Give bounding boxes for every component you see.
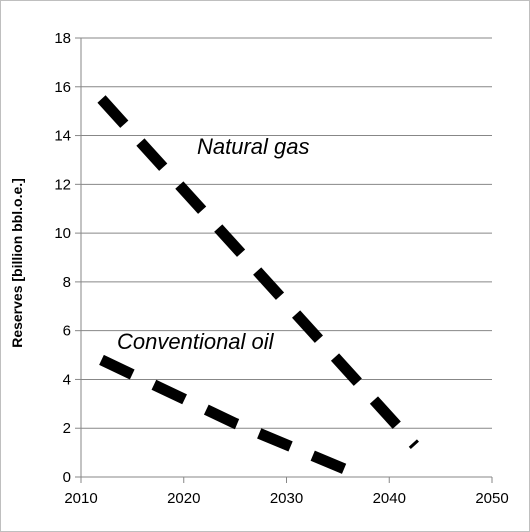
y-axis-label: Reserves [billion bbl.o.e.] xyxy=(9,178,25,348)
y-tick-label-0: 0 xyxy=(63,469,71,486)
y-tick-label-16: 16 xyxy=(54,79,71,96)
x-tick-label-2050: 2050 xyxy=(475,490,508,507)
x-tick-label-2040: 2040 xyxy=(373,490,406,507)
series-label-natural-gas: Natural gas xyxy=(197,134,310,159)
y-tick-label-12: 12 xyxy=(54,176,71,193)
series-lines xyxy=(97,95,419,483)
y-tick-label-2: 2 xyxy=(63,420,71,437)
x-tick-label-2020: 2020 xyxy=(167,490,200,507)
y-tick-label-18: 18 xyxy=(54,30,71,47)
x-tick-label-2030: 2030 xyxy=(270,490,303,507)
series-labels: Natural gas Conventional oil xyxy=(117,134,310,354)
y-tick-label-6: 6 xyxy=(63,323,71,340)
y-tick-label-14: 14 xyxy=(54,128,71,145)
series-line-conventional-oil xyxy=(99,354,366,483)
gridlines xyxy=(81,37,492,429)
y-tick-label-8: 8 xyxy=(63,274,71,291)
x-tick-label-2010: 2010 xyxy=(64,490,97,507)
tick-labels: 0 2 4 6 8 10 12 14 16 18 2010 2020 2030 2040 2050 xyxy=(54,30,508,507)
series-line-natural-gas xyxy=(97,95,419,449)
y-tick-label-10: 10 xyxy=(54,225,71,242)
y-tick-label-4: 4 xyxy=(63,371,71,388)
axes xyxy=(75,37,493,483)
series-label-conventional-oil: Conventional oil xyxy=(117,329,275,354)
